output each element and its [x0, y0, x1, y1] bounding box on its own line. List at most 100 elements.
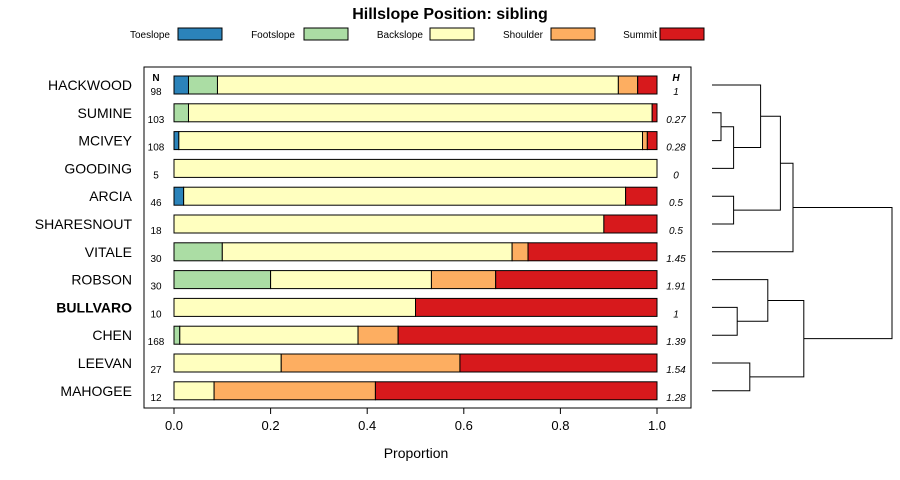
row-robson: ROBSON 30 1.91 — [71, 270, 686, 293]
series-label: GOODING — [64, 160, 132, 176]
bar-segment-backslope — [187, 103, 653, 123]
series-label: BULLVARO — [56, 299, 132, 315]
series-label: MCIVEY — [78, 133, 132, 149]
dendrogram-link — [712, 362, 751, 392]
n-value: 168 — [148, 337, 165, 348]
bar-segment-shoulder — [617, 75, 639, 95]
series-label: ARCIA — [89, 188, 132, 204]
legend-label-footslope: Footslope — [251, 30, 295, 41]
row-vitale: VITALE 30 1.45 — [85, 242, 686, 265]
legend-label-shoulder: Shoulder — [503, 30, 544, 41]
bar-rows: HACKWOOD 98 1 SUMINE 103 0.27 MCIVEY 108 0.28 GOO… — [35, 75, 686, 404]
chart-title: Hillslope Position: sibling — [352, 6, 548, 23]
legend-label-summit: Summit — [623, 30, 657, 41]
series-label: HACKWOOD — [48, 77, 132, 93]
h-value: 1 — [673, 309, 679, 320]
bar-segment-toeslope — [173, 186, 185, 206]
bar-segment-footslope — [173, 103, 189, 123]
row-bullvaro: BULLVARO 10 1 — [56, 297, 679, 320]
n-value: 5 — [153, 170, 159, 181]
h-value: 1.54 — [666, 365, 686, 376]
row-mahogee: MAHOGEE 12 1.28 — [60, 381, 686, 404]
series-label: SHARESNOUT — [35, 216, 133, 232]
dendrogram-link — [712, 279, 769, 322]
dendrogram-link — [733, 115, 781, 211]
n-value: 27 — [150, 365, 162, 376]
n-value: 46 — [150, 198, 162, 209]
bar-segment-backslope — [173, 353, 282, 373]
row-arcia: ARCIA 46 0.5 — [89, 186, 683, 209]
h-value: 1 — [673, 87, 679, 98]
legend-swatch-footslope — [303, 27, 349, 41]
bar-segment-footslope — [173, 242, 223, 262]
n-value: 30 — [150, 282, 162, 293]
series-label: CHEN — [92, 327, 132, 343]
bar-segment-backslope — [221, 242, 513, 262]
legend-swatch-toeslope — [177, 27, 223, 41]
row-mcivey: MCIVEY 108 0.28 — [78, 131, 686, 154]
row-chen: CHEN 168 1.39 — [92, 325, 686, 348]
bar-segment-summit — [637, 75, 658, 95]
n-value: 98 — [150, 87, 162, 98]
dendrogram — [712, 84, 893, 392]
bar-segment-backslope — [270, 270, 432, 290]
bar-segment-shoulder — [357, 325, 399, 345]
bar-segment-summit — [374, 381, 658, 401]
bar-segment-footslope — [173, 325, 181, 345]
bar-segment-shoulder — [430, 270, 497, 290]
row-hackwood: HACKWOOD 98 1 — [48, 75, 679, 98]
bar-segment-backslope — [216, 75, 619, 95]
h-value: 0.5 — [669, 226, 683, 237]
legend-swatch-summit — [659, 27, 705, 41]
dendrogram-link — [712, 306, 738, 336]
bar-segment-backslope — [179, 325, 359, 345]
x-tick-label: 0.8 — [551, 418, 569, 433]
x-tick-label: 0.0 — [165, 418, 183, 433]
n-value: 18 — [150, 226, 162, 237]
h-value: 1.28 — [666, 393, 686, 404]
x-axis-label: Proportion — [384, 445, 449, 461]
bar-segment-backslope — [173, 158, 658, 178]
n-column-header: N — [152, 73, 159, 84]
x-tick-label: 1.0 — [648, 418, 666, 433]
bar-segment-backslope — [173, 297, 416, 317]
bar-segment-summit — [527, 242, 658, 262]
n-value: 108 — [148, 143, 165, 154]
dendrogram-link — [712, 195, 735, 225]
h-value: 0.5 — [669, 198, 683, 209]
n-value: 12 — [150, 393, 162, 404]
bar-segment-shoulder — [511, 242, 529, 262]
h-value: 1.91 — [666, 282, 685, 293]
series-label: SUMINE — [78, 105, 132, 121]
h-value: 1.39 — [666, 337, 686, 348]
row-sumine: SUMINE 103 0.27 — [78, 103, 686, 126]
h-value: 0 — [673, 170, 679, 181]
x-axis: 0.0 0.2 0.4 0.6 0.8 1.0 — [165, 408, 666, 433]
bar-segment-summit — [625, 186, 658, 206]
bar-segment-summit — [397, 325, 658, 345]
bar-segment-backslope — [183, 186, 627, 206]
legend-swatch-shoulder — [550, 27, 596, 41]
n-value: 10 — [150, 309, 162, 320]
series-label: VITALE — [85, 244, 132, 260]
dendrogram-link — [712, 112, 722, 142]
n-value: 103 — [148, 115, 165, 126]
dendrogram-link — [712, 126, 735, 169]
bar-segment-backslope — [173, 214, 605, 234]
bar-segment-toeslope — [173, 75, 189, 95]
series-label: LEEVAN — [78, 355, 132, 371]
bar-segment-summit — [646, 131, 658, 151]
x-tick-label: 0.6 — [455, 418, 473, 433]
legend-label-backslope: Backslope — [377, 30, 424, 41]
bar-segment-summit — [495, 270, 658, 290]
x-tick-label: 0.4 — [358, 418, 376, 433]
row-leevan: LEEVAN 27 1.54 — [78, 353, 686, 376]
dendrogram-link — [712, 84, 762, 149]
n-value: 30 — [150, 254, 162, 265]
series-label: MAHOGEE — [60, 383, 132, 399]
bar-segment-footslope — [187, 75, 218, 95]
dendrogram-link — [749, 299, 805, 378]
legend-label-toeslope: Toeslope — [130, 30, 170, 41]
h-value: 1.45 — [666, 254, 686, 265]
series-label: ROBSON — [71, 272, 132, 288]
